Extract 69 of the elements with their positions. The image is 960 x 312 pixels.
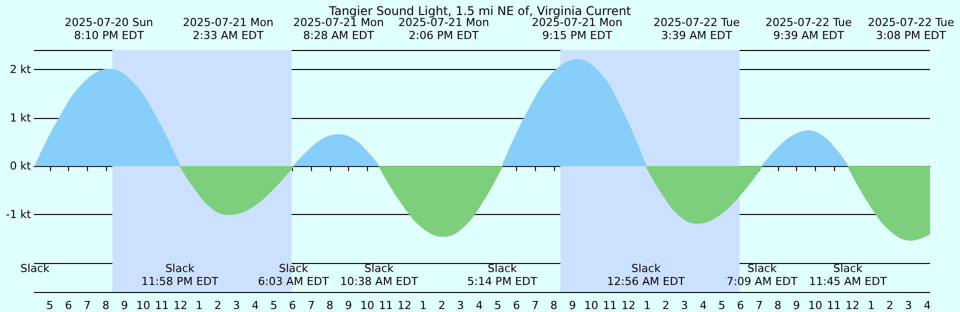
text: 2025-07-21 Mon 8:28 AM EDT	[293, 16, 384, 42]
x-tick-label: 5	[46, 299, 54, 312]
y-tick-label: 2 kt	[10, 62, 32, 76]
x-tick-label: 12	[398, 299, 412, 312]
annotation: Slack 6:03 AM EDT	[258, 262, 330, 288]
x-tick-label: 6	[513, 299, 520, 312]
x-tick-label: 8	[326, 299, 334, 312]
annotation: Slack 12:56 AM EDT	[607, 262, 686, 288]
text: 2025-07-22 Tue 3:08 PM EDT	[868, 16, 954, 42]
x-tick-label: 9	[569, 299, 576, 312]
x-tick-label: 2	[214, 299, 222, 312]
x-tick-label: 1	[868, 299, 875, 312]
chart-title: Tangier Sound Light, 1.5 mi NE of, Virginia Current	[328, 4, 632, 18]
y-tick-label: -1 kt	[6, 208, 32, 222]
annotation: Slack 11:45 AM EDT	[808, 262, 888, 288]
x-tick-label: 11	[826, 299, 841, 312]
x-tick-label: 9	[121, 299, 128, 312]
text: 2025-07-21 Mon 2:06 PM EDT	[398, 16, 490, 42]
x-tick-label: 6	[289, 299, 296, 312]
x-tick-label: 4	[476, 299, 483, 312]
x-tick-label: 7	[532, 299, 539, 312]
x-tick-label: 8	[102, 299, 110, 312]
x-tick-label: 1	[644, 299, 651, 312]
x-tick-label: 5	[270, 299, 278, 312]
x-tick-label: 9	[345, 299, 352, 312]
text: 2025-07-22 Tue 3:39 AM EDT	[654, 16, 740, 42]
text: 2025-07-20 Sun 8:10 PM EDT	[64, 16, 154, 42]
x-tick-label: 3	[905, 299, 912, 312]
x-tick-label: 2	[886, 299, 894, 312]
x-tick-label: 6	[65, 299, 72, 312]
x-tick-label: 10	[808, 299, 822, 312]
annotation: Slack 10:38 AM EDT	[340, 262, 418, 288]
x-tick-label: 4	[924, 299, 931, 312]
annotation: Slack 5:14 PM EDT	[467, 262, 538, 288]
x-tick-label: 3	[681, 299, 688, 312]
x-tick-label: 5	[494, 299, 502, 312]
x-tick-label: 11	[378, 299, 393, 312]
y-tick-label: 0 kt	[10, 160, 32, 173]
x-tick-label: 12	[174, 299, 188, 312]
x-tick-label: 7	[756, 299, 763, 312]
x-tick-label: 6	[737, 299, 744, 312]
y-tick-label: 1 kt	[10, 111, 32, 124]
x-tick-label: 11	[154, 299, 169, 312]
x-tick-label: 3	[457, 299, 464, 312]
annotation: Slack 7:09 AM EDT	[726, 262, 798, 288]
x-tick-label: 12	[846, 299, 860, 312]
x-tick-label: 7	[84, 299, 91, 312]
x-tick-label: 2	[438, 299, 446, 312]
text: 2025-07-21 Mon 2:33 AM EDT	[182, 16, 274, 42]
x-tick-label: 7	[308, 299, 315, 312]
x-tick-label: 4	[700, 299, 707, 312]
x-tick-label: 1	[420, 299, 427, 312]
x-tick-label: 8	[774, 299, 782, 312]
x-tick-label: 3	[233, 299, 240, 312]
x-tick-label: 8	[550, 299, 558, 312]
annotation: Slack 11:58 PM EDT	[141, 262, 219, 288]
x-tick-label: 4	[252, 299, 259, 312]
x-tick-label: 11	[602, 299, 617, 312]
x-tick-label: 10	[584, 299, 598, 312]
x-tick-label: 5	[718, 299, 726, 312]
text: 2025-07-21 Mon 9:15 PM EDT	[532, 16, 623, 42]
x-tick-label: 12	[622, 299, 636, 312]
text: 2025-07-22 Tue 9:39 AM EDT	[766, 16, 852, 42]
x-tick-label: 1	[196, 299, 203, 312]
x-tick-label: 9	[793, 299, 800, 312]
x-tick-label: 2	[662, 299, 670, 312]
x-tick-label: 10	[136, 299, 150, 312]
x-tick-label: 10	[360, 299, 374, 312]
annotation: Slack	[20, 262, 50, 275]
